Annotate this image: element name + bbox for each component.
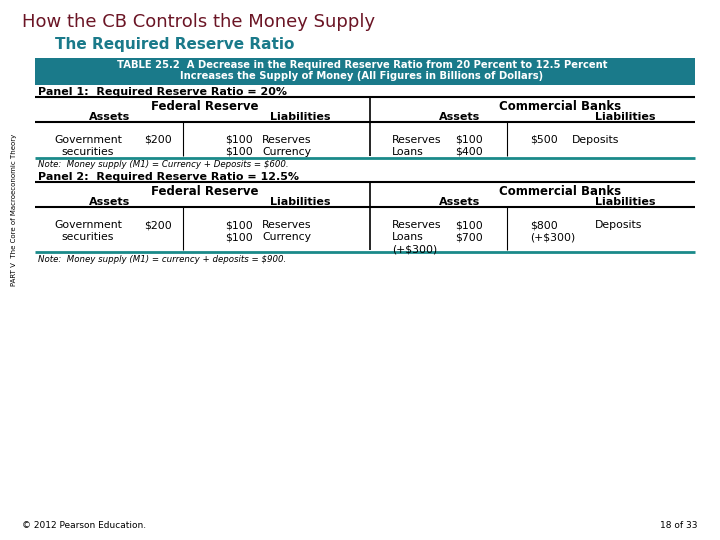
Bar (35, 58, 695, 85)
Text: Loans: Loans (392, 232, 424, 242)
Text: Reserves: Reserves (262, 220, 312, 230)
Text: Liabilities: Liabilities (595, 197, 655, 207)
Text: $200: $200 (144, 135, 172, 145)
Text: securities: securities (62, 147, 114, 157)
Text: Deposits: Deposits (595, 220, 642, 230)
Text: (+$300): (+$300) (530, 232, 575, 242)
Text: $100: $100 (225, 220, 253, 230)
Text: (+$300): (+$300) (392, 244, 437, 254)
Text: Commercial Banks: Commercial Banks (499, 100, 621, 113)
Text: Liabilities: Liabilities (270, 197, 330, 207)
Text: Currency: Currency (262, 147, 311, 157)
Text: Loans: Loans (392, 147, 424, 157)
Text: Reserves: Reserves (262, 135, 312, 145)
Text: Note:  Money supply (M1) = Currency + Deposits = $600.: Note: Money supply (M1) = Currency + Dep… (38, 160, 289, 169)
Text: Assets: Assets (89, 112, 130, 122)
Text: Commercial Banks: Commercial Banks (499, 185, 621, 198)
Text: $500: $500 (530, 135, 558, 145)
Text: Panel 2:  Required Reserve Ratio = 12.5%: Panel 2: Required Reserve Ratio = 12.5% (38, 172, 299, 182)
Text: securities: securities (62, 232, 114, 242)
Text: Liabilities: Liabilities (595, 112, 655, 122)
Text: © 2012 Pearson Education.: © 2012 Pearson Education. (22, 521, 146, 530)
Text: $100: $100 (225, 232, 253, 242)
Text: Panel 1:  Required Reserve Ratio = 20%: Panel 1: Required Reserve Ratio = 20% (38, 87, 287, 97)
Text: 18 of 33: 18 of 33 (660, 521, 698, 530)
Text: Deposits: Deposits (572, 135, 619, 145)
Text: $100: $100 (455, 135, 482, 145)
Text: Note:  Money supply (M1) = currency + deposits = $900.: Note: Money supply (M1) = currency + dep… (38, 255, 287, 264)
Text: How the CB Controls the Money Supply: How the CB Controls the Money Supply (22, 13, 375, 31)
Text: $100: $100 (225, 147, 253, 157)
Text: Assets: Assets (439, 197, 481, 207)
Text: Liabilities: Liabilities (270, 112, 330, 122)
Text: $400: $400 (455, 147, 482, 157)
Text: $800: $800 (530, 220, 558, 230)
Text: Assets: Assets (439, 112, 481, 122)
Text: Government: Government (54, 135, 122, 145)
Text: Reserves: Reserves (392, 220, 441, 230)
Text: Currency: Currency (262, 232, 311, 242)
Text: TABLE 25.2  A Decrease in the Required Reserve Ratio from 20 Percent to 12.5 Per: TABLE 25.2 A Decrease in the Required Re… (117, 60, 607, 70)
Text: Federal Reserve: Federal Reserve (151, 100, 258, 113)
Text: Reserves: Reserves (392, 135, 441, 145)
Text: Assets: Assets (89, 197, 130, 207)
Text: Federal Reserve: Federal Reserve (151, 185, 258, 198)
Text: $200: $200 (144, 220, 172, 230)
Text: $100: $100 (225, 135, 253, 145)
Text: $700: $700 (455, 232, 482, 242)
Text: Increases the Supply of Money (All Figures in Billions of Dollars): Increases the Supply of Money (All Figur… (181, 71, 544, 81)
Text: The Required Reserve Ratio: The Required Reserve Ratio (55, 37, 294, 52)
Text: $100: $100 (455, 220, 482, 230)
Text: Government: Government (54, 220, 122, 230)
Text: PART V  The Core of Macroeconomic Theory: PART V The Core of Macroeconomic Theory (11, 134, 17, 286)
